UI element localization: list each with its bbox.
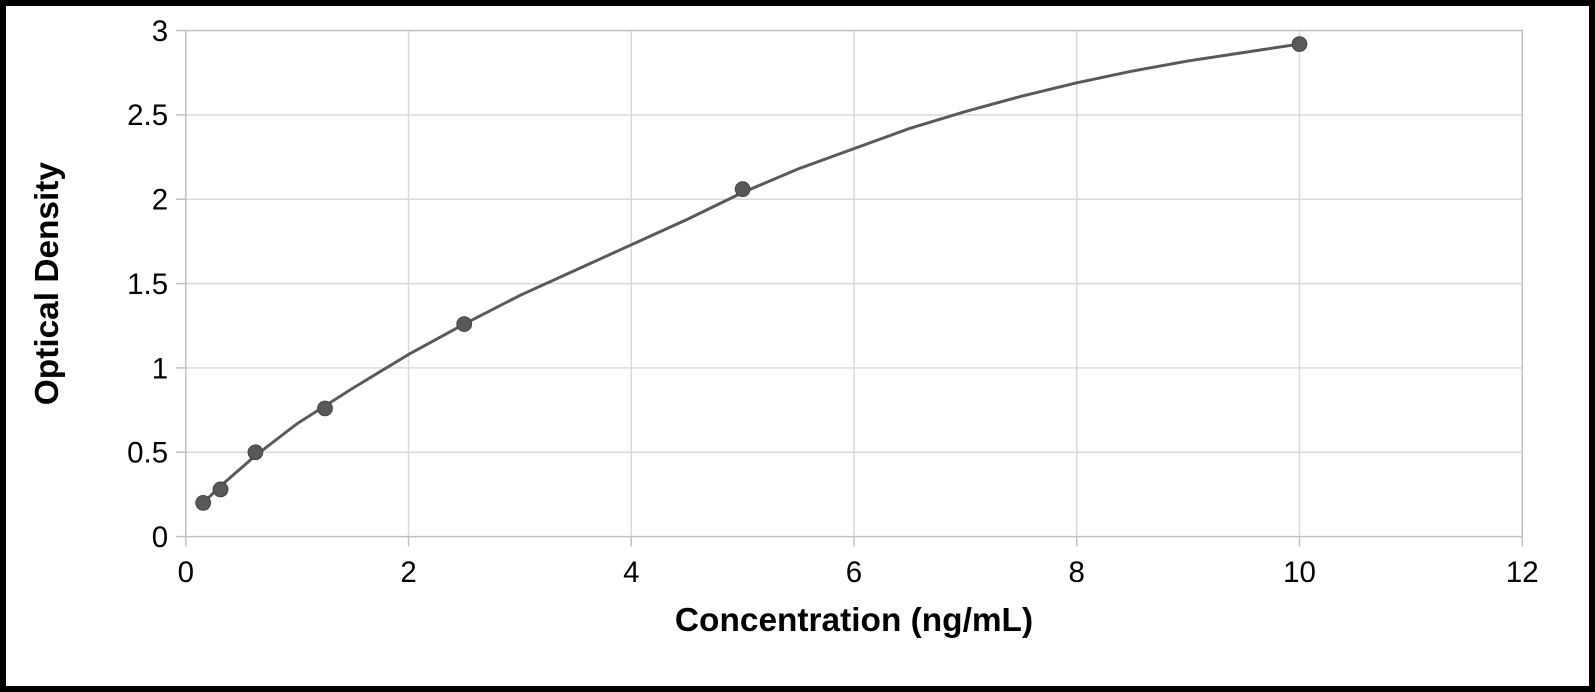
y-tick-label: 2: [152, 184, 168, 217]
x-axis-label: Concentration (ng/mL): [675, 602, 1033, 639]
data-point: [457, 317, 472, 332]
y-tick-label: 0: [152, 521, 168, 554]
x-tick-label: 2: [400, 556, 416, 589]
x-tick-label: 12: [1506, 556, 1539, 589]
x-tick-label: 4: [623, 556, 639, 589]
y-tick-label: 2.5: [127, 99, 168, 132]
x-tick-label: 0: [178, 556, 194, 589]
y-tick-label: 3: [152, 15, 168, 48]
data-point: [735, 182, 750, 197]
y-axis-label: Optical Density: [29, 162, 66, 406]
x-tick-label: 6: [846, 556, 862, 589]
x-tick-label: 10: [1283, 556, 1316, 589]
data-point: [213, 482, 228, 497]
y-tick-label: 1.5: [127, 268, 168, 301]
data-point: [248, 445, 263, 460]
data-point: [1292, 37, 1307, 52]
x-tick-label: 8: [1069, 556, 1085, 589]
chart-svg: 0 2 4 6 8 10 12 0 0.5 1 1.5 2 2.5 3 Concentration (ng/…: [6, 6, 1589, 686]
data-point: [318, 401, 333, 416]
y-tick-label: 1: [152, 352, 168, 385]
y-tick-label: 0.5: [127, 437, 168, 470]
data-point: [196, 496, 211, 511]
chart-container: 0 2 4 6 8 10 12 0 0.5 1 1.5 2 2.5 3 Concentration (ng/…: [0, 0, 1595, 692]
